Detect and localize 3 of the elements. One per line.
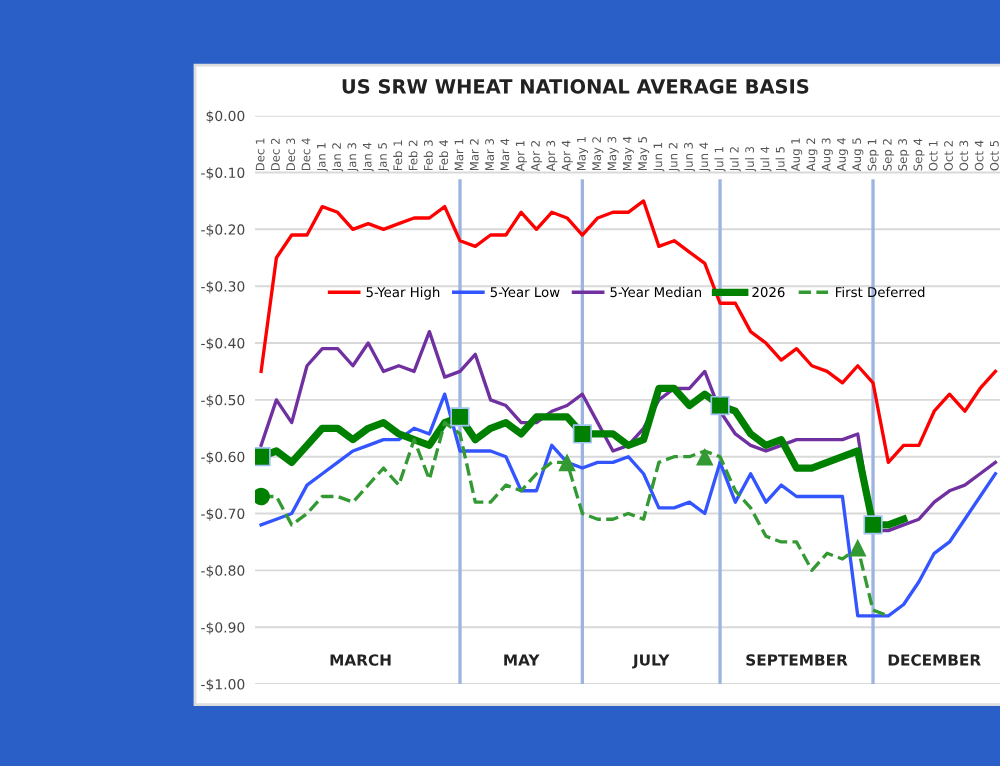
line-series (259, 392, 998, 618)
chart-title: US SRW WHEAT NATIONAL AVERAGE BASIS (342, 79, 809, 94)
line-series (259, 199, 998, 465)
